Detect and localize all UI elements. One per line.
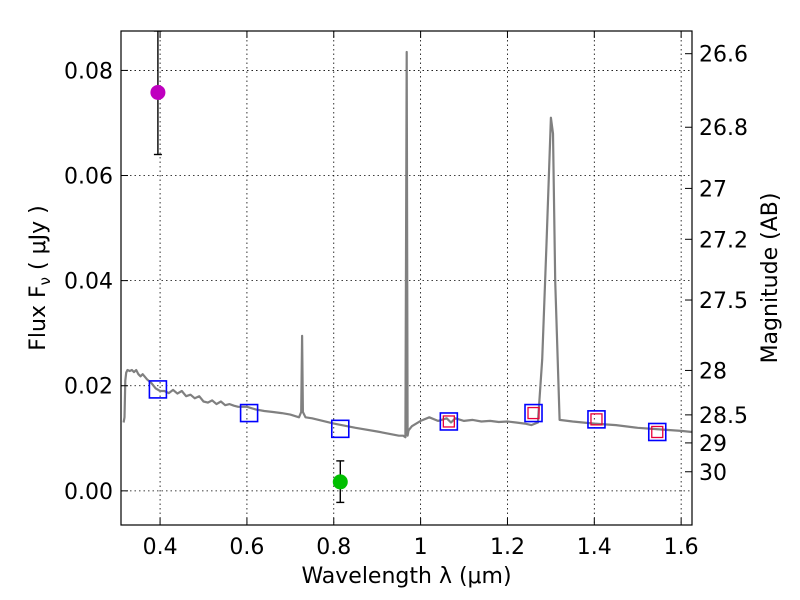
observed-limit-square — [442, 415, 455, 428]
right-y-axis-label: Magnitude (AB) — [758, 193, 783, 364]
observed-limit-square — [590, 413, 603, 426]
y2-tick-label: 27 — [699, 177, 727, 202]
observed-detection-point — [150, 84, 166, 100]
y2-tick-label: 26.8 — [699, 116, 748, 141]
y-tick-label: 0.02 — [64, 375, 113, 400]
grid — [121, 31, 692, 525]
x-axis-label: Wavelength λ (μm) — [301, 564, 511, 589]
model-photometry-square — [148, 380, 168, 399]
y2-tick-label: 27.5 — [699, 289, 748, 314]
y-tick-label: 0.08 — [64, 59, 113, 84]
y2-tick-label: 27.2 — [699, 228, 748, 253]
x-tick-label: 1.2 — [490, 535, 525, 560]
y2-tick-label: 28.5 — [699, 404, 748, 429]
model-photometry-square — [439, 412, 459, 431]
chart-marks — [122, 31, 692, 504]
y-tick-label: 0.06 — [64, 165, 113, 190]
x-tick-label: 1 — [414, 535, 428, 560]
x-tick-label: 1.4 — [577, 535, 612, 560]
observed-limit-square — [651, 425, 664, 439]
model-photometry-square — [524, 403, 543, 423]
y2-tick-label: 29 — [699, 432, 727, 457]
y-axis-label: Flux Fν ( μJy ) — [26, 205, 54, 350]
axis-ticks: 0.4 0.6 0.8 1 1.2 1.4 1.6 0.00 0.02 0.04 0.06 0.08 2… — [64, 31, 748, 560]
y-tick-label: 0.04 — [64, 270, 113, 295]
sed-line — [122, 50, 692, 439]
x-tick-label: 0.6 — [229, 535, 264, 560]
observed-detection-point — [332, 474, 348, 490]
y2-tick-label: 30 — [699, 461, 727, 486]
observed-limit-square — [527, 406, 540, 420]
x-tick-label: 1.6 — [664, 535, 699, 560]
x-tick-label: 0.4 — [143, 535, 178, 560]
model-photometry-square — [330, 419, 350, 439]
model-photometry-square — [587, 410, 606, 429]
model-photometry-square — [647, 422, 667, 442]
x-tick-label: 0.8 — [316, 535, 351, 560]
plot-frame — [120, 30, 693, 526]
y2-tick-label: 26.6 — [699, 43, 748, 68]
y2-tick-label: 28 — [699, 359, 727, 384]
model-photometry-square — [239, 403, 259, 423]
y-tick-label: 0.00 — [64, 480, 113, 505]
